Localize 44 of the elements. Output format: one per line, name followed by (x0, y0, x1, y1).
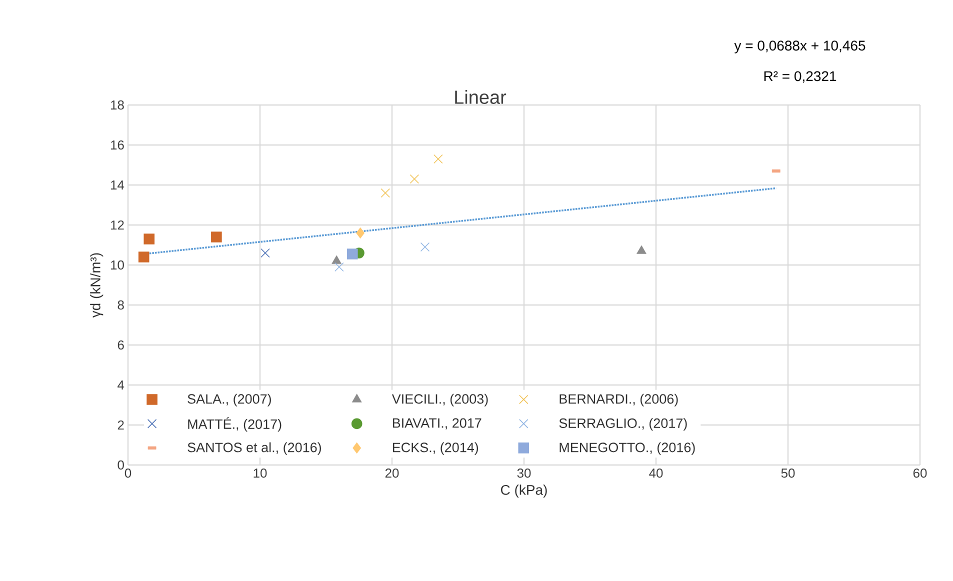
x-tick-label: 40 (649, 468, 663, 478)
point (260, 248, 270, 258)
y-tick-label: 8 (118, 300, 124, 310)
legend-label: SALA., (2007) (188, 394, 271, 406)
y-tick-label: 0 (118, 460, 124, 470)
y-tick-label: 12 (110, 220, 124, 230)
point (144, 234, 155, 244)
legend-label: SERRAGLIO., (2017) (559, 418, 687, 431)
x-tick-label: 50 (781, 468, 795, 478)
x-tick-label: 30 (517, 468, 531, 478)
y-tick-label: 6 (118, 340, 124, 350)
point (434, 154, 443, 164)
point (138, 252, 150, 262)
x-tick-label: 10 (254, 468, 267, 478)
point (332, 256, 342, 264)
text: R² = 0,2321 (764, 71, 836, 83)
point (420, 242, 430, 252)
y-tick-label: 10 (110, 260, 124, 270)
text: y = 0,0688x + 10,465 (734, 40, 866, 54)
legend-label: MENEGOTTO., (2016) (560, 442, 695, 455)
point (211, 232, 222, 242)
legend-label: BERNARDI., (2006) (560, 394, 678, 406)
point (347, 248, 358, 260)
x-tick-label: 20 (385, 468, 399, 478)
y-axis-title: γd (kN/m³) (90, 253, 104, 318)
x-tick-label: 60 (913, 468, 927, 478)
y-tick-label: 2 (118, 420, 124, 430)
chart-title: Linear (455, 90, 506, 104)
point (636, 246, 646, 254)
point (410, 174, 420, 184)
x-tick-label: 0 (124, 468, 132, 478)
y-tick-label: 18 (110, 100, 124, 110)
legend-label: SANTOS et al., (2016) (188, 442, 321, 455)
point (380, 188, 390, 198)
x-axis-title: C (kPa) (500, 484, 547, 498)
legend-label: ECKS., (2014) (392, 442, 478, 455)
y-tick-label: 16 (110, 140, 124, 150)
legend-label: MATTÉ., (2017) (188, 417, 282, 432)
legend-label: VIECILI., (2003) (392, 394, 488, 406)
legend-label: BIAVATI., 2017 (392, 418, 482, 430)
point (334, 262, 344, 272)
y-tick-label: 4 (118, 380, 124, 390)
y-tick-label: 14 (110, 180, 124, 190)
point (356, 228, 364, 238)
